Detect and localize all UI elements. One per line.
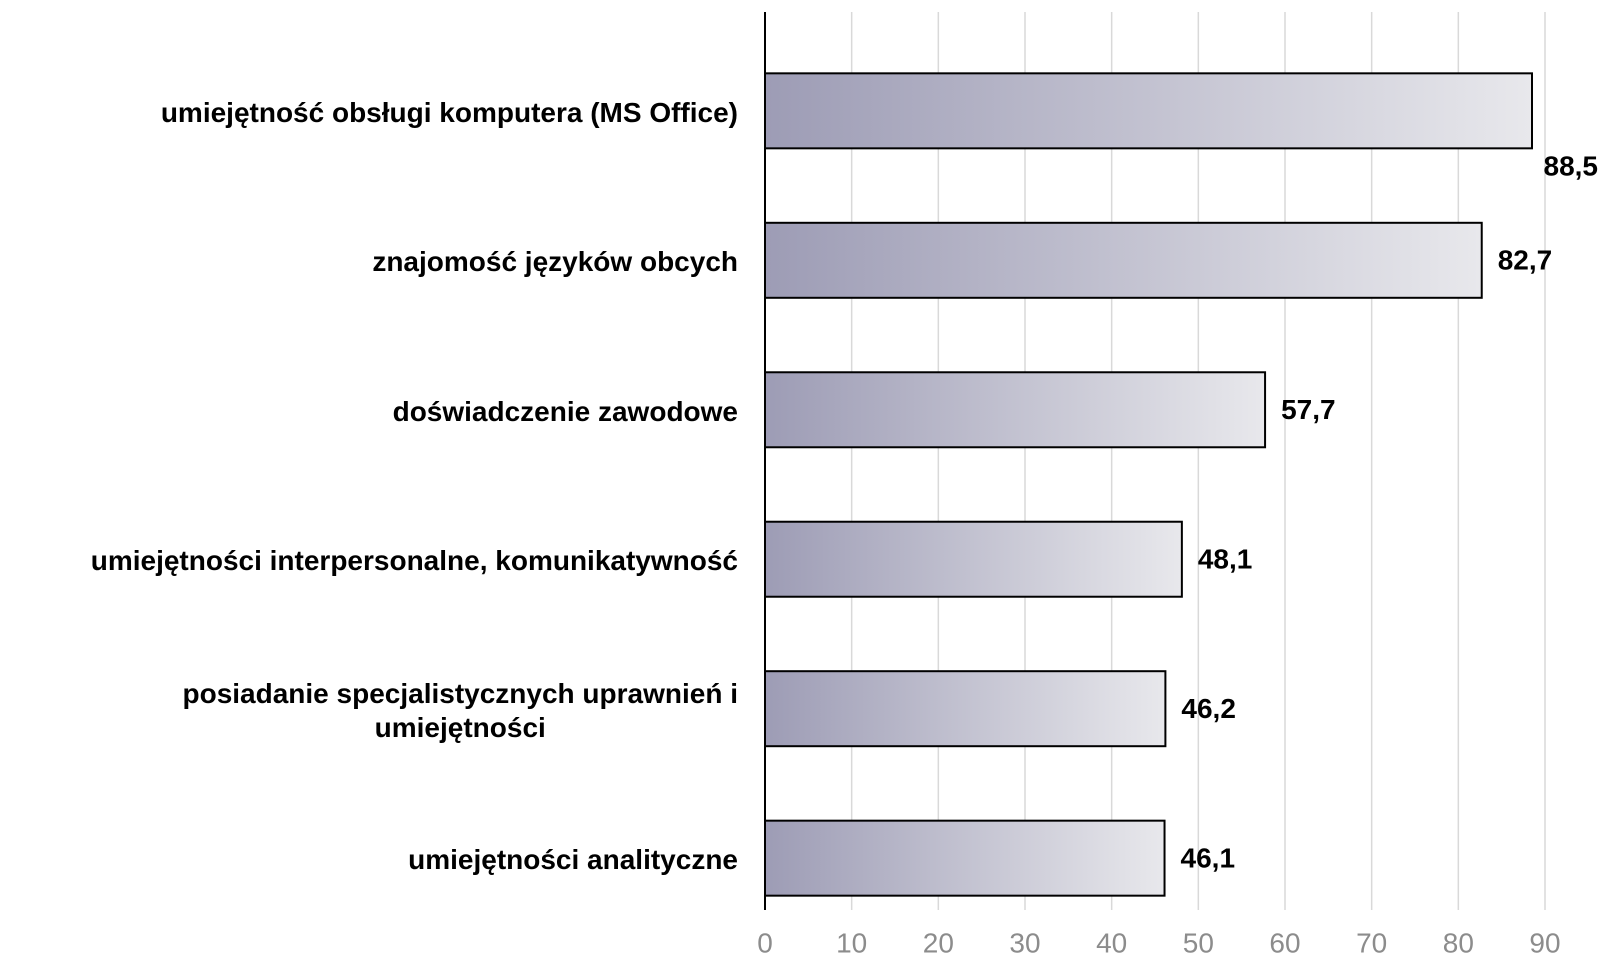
category-label-box: umiejętności interpersonalne, komunikaty… [91,544,738,578]
bar [764,670,1167,748]
y-tick-label: doświadczenie zawodowe [392,395,738,427]
x-tick-label: 30 [1009,927,1040,958]
x-tick-label: 60 [1269,927,1300,958]
x-tick-label: 80 [1443,927,1474,958]
data-label: 46,1 [1181,843,1236,874]
x-tick-label: 90 [1529,927,1560,958]
x-tick-label: 50 [1183,927,1214,958]
x-tick-label: 40 [1096,927,1127,958]
category-label-box: umiejętności analityczne [408,843,738,877]
x-tick-label: 20 [923,927,954,958]
y-tick-label: posiadanie specjalistycznych uprawnień i… [182,677,738,743]
data-label: 57,7 [1281,394,1336,425]
data-label: 46,2 [1181,693,1236,724]
category-label-box: znajomość języków obcych [372,245,738,279]
bar [764,72,1533,150]
category-label-box: umiejętność obsługi komputera (MS Office… [161,96,738,130]
y-tick-label: umiejętność obsługi komputera (MS Office… [160,96,738,128]
category-label-box: doświadczenie zawodowe [393,395,738,429]
category-label-box: posiadanie specjalistycznych uprawnień i… [182,677,738,745]
y-tick-label: umiejętności analityczne [408,844,738,876]
data-label: 48,1 [1198,544,1253,575]
x-tick-label: 0 [757,927,773,958]
y-tick-label: umiejętności interpersonalne, komunikaty… [90,545,738,577]
x-tick-label: 70 [1356,927,1387,958]
data-label: 82,7 [1498,245,1553,276]
bar [764,819,1166,897]
data-label: 88,5 [1544,151,1599,182]
y-tick-label: znajomość języków obcych [372,246,738,278]
x-tick-label: 10 [836,927,867,958]
bar [764,371,1267,449]
bar [764,520,1183,598]
bar [764,221,1483,299]
